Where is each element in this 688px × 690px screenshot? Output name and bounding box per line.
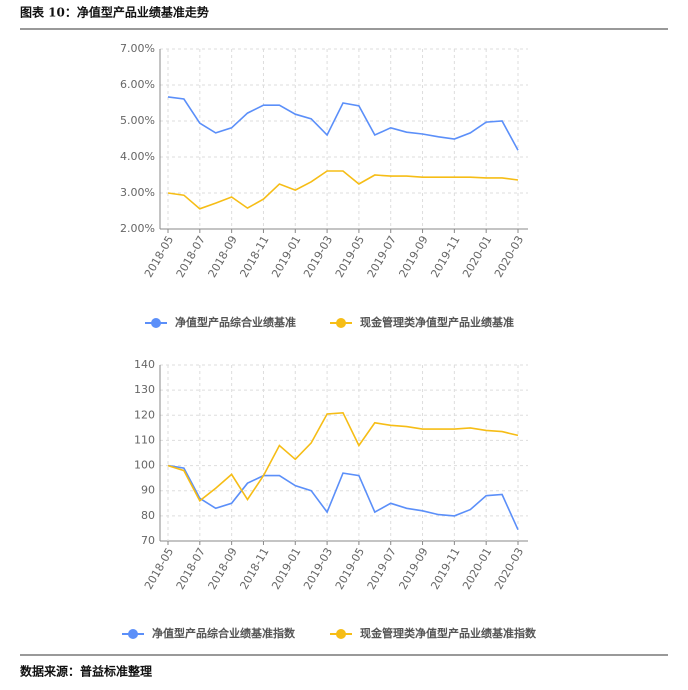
x-tick-label: 2019-09 bbox=[396, 546, 430, 592]
x-tick-label: 2020-01 bbox=[460, 546, 494, 592]
y-tick-label: 6.00% bbox=[120, 78, 155, 91]
legend-dot bbox=[336, 318, 346, 328]
footer-source: 数据来源：普益标准整理 bbox=[20, 664, 152, 679]
legend-label: 净值型产品综合业绩基准指数 bbox=[152, 626, 296, 640]
x-tick-label: 2019-09 bbox=[396, 234, 430, 280]
y-tick-label: 90 bbox=[141, 484, 155, 497]
x-tick-label: 2020-03 bbox=[492, 234, 526, 280]
x-tick-label: 2020-03 bbox=[492, 546, 526, 592]
legend-dot bbox=[128, 629, 138, 639]
x-tick-label: 2018-07 bbox=[174, 234, 208, 280]
series-line bbox=[167, 96, 519, 151]
legend-dot bbox=[151, 318, 161, 328]
y-tick-label: 80 bbox=[141, 509, 155, 522]
x-tick-label: 2019-03 bbox=[301, 546, 335, 592]
x-tick-label: 2018-05 bbox=[142, 234, 176, 280]
y-tick-label: 2.00% bbox=[120, 222, 155, 235]
y-tick-label: 7.00% bbox=[120, 42, 155, 55]
x-tick-label: 2019-11 bbox=[428, 546, 462, 592]
x-tick-label: 2019-11 bbox=[428, 234, 462, 280]
series-line bbox=[167, 464, 519, 531]
x-tick-label: 2019-07 bbox=[365, 546, 399, 592]
x-tick-label: 2018-05 bbox=[142, 546, 176, 592]
y-tick-label: 5.00% bbox=[120, 114, 155, 127]
legend-dot bbox=[336, 629, 346, 639]
x-tick-label: 2018-11 bbox=[237, 234, 271, 280]
x-tick-label: 2019-05 bbox=[333, 546, 367, 592]
legend-label: 现金管理类净值型产品业绩基准 bbox=[360, 315, 514, 329]
y-tick-label: 130 bbox=[134, 383, 155, 396]
series-line bbox=[167, 170, 519, 210]
y-tick-label: 70 bbox=[141, 534, 155, 547]
x-tick-label: 2019-01 bbox=[269, 234, 303, 280]
header-title: 图表 10：净值型产品业绩基准走势 bbox=[20, 5, 209, 20]
y-tick-label: 140 bbox=[134, 358, 155, 371]
legend-label: 现金管理类净值型产品业绩基准指数 bbox=[360, 626, 537, 640]
y-tick-label: 3.00% bbox=[120, 186, 155, 199]
y-tick-label: 4.00% bbox=[120, 150, 155, 163]
x-tick-label: 2020-01 bbox=[460, 234, 494, 280]
x-tick-label: 2019-05 bbox=[333, 234, 367, 280]
x-tick-label: 2018-11 bbox=[237, 546, 271, 592]
y-tick-label: 100 bbox=[134, 459, 155, 472]
y-tick-label: 110 bbox=[134, 433, 155, 446]
y-tick-label: 120 bbox=[134, 408, 155, 421]
x-tick-label: 2019-03 bbox=[301, 234, 335, 280]
x-tick-label: 2019-01 bbox=[269, 546, 303, 592]
x-tick-label: 2018-07 bbox=[174, 546, 208, 592]
x-tick-label: 2018-09 bbox=[206, 546, 240, 592]
x-tick-label: 2018-09 bbox=[206, 233, 240, 279]
x-tick-label: 2019-07 bbox=[365, 234, 399, 280]
series-line bbox=[167, 411, 519, 503]
legend-label: 净值型产品综合业绩基准 bbox=[175, 315, 296, 329]
